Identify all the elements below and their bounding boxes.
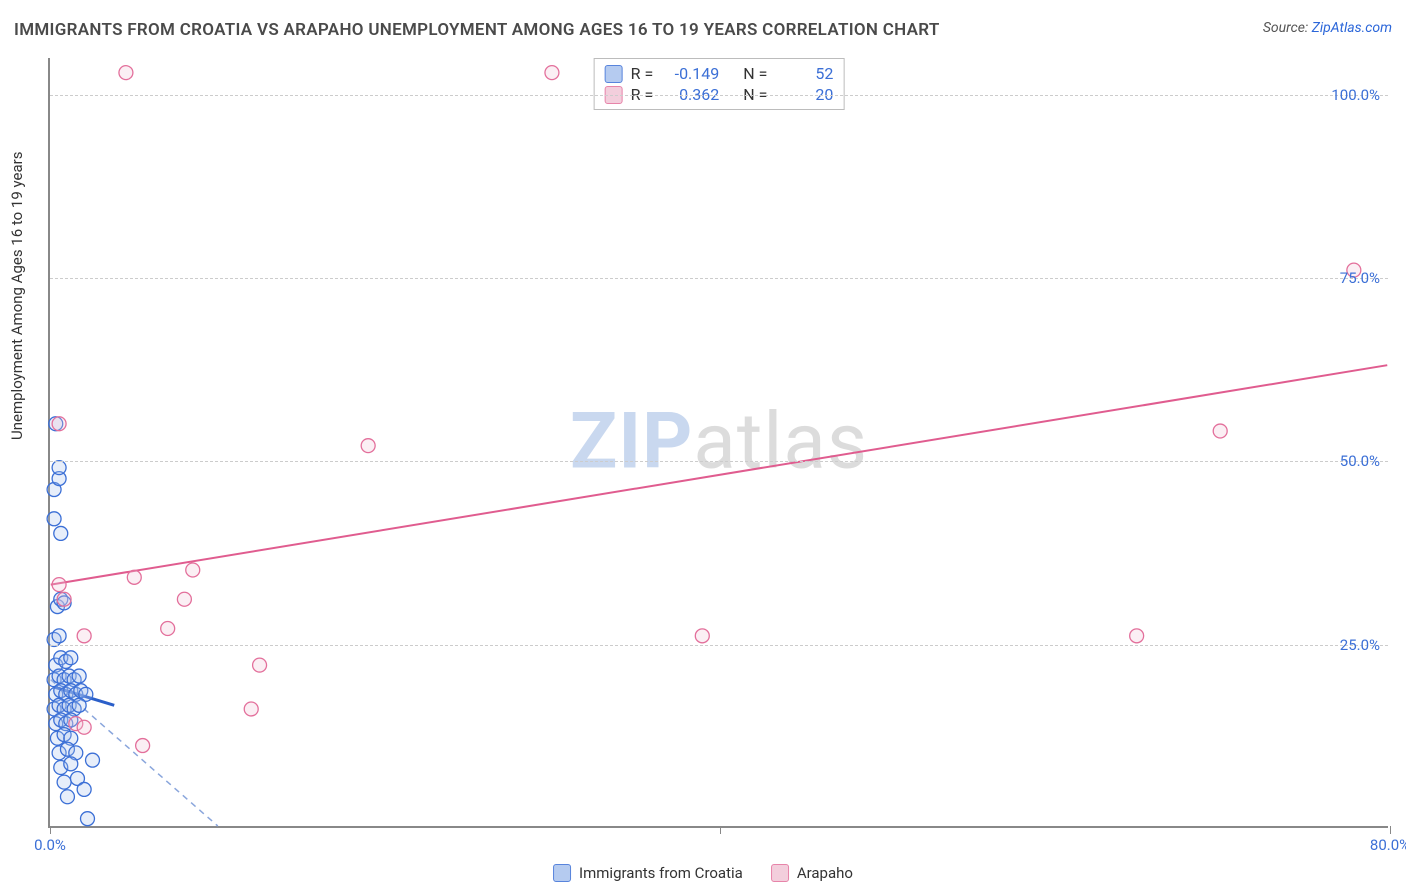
- x-tick: [50, 826, 51, 834]
- data-point: [52, 417, 66, 431]
- data-point: [77, 629, 91, 643]
- legend-label: Arapaho: [797, 864, 853, 882]
- data-point: [81, 812, 95, 826]
- n-label: N =: [743, 64, 767, 83]
- data-point: [695, 629, 709, 643]
- data-point: [57, 775, 71, 789]
- data-point: [64, 651, 78, 665]
- data-point: [77, 782, 91, 796]
- y-tick-label: 25.0%: [1340, 636, 1380, 654]
- chart-title: IMMIGRANTS FROM CROATIA VS ARAPAHO UNEMP…: [14, 20, 940, 40]
- data-point: [47, 512, 61, 526]
- data-point: [161, 622, 175, 636]
- source-link[interactable]: ZipAtlas.com: [1312, 20, 1392, 36]
- n-value: 52: [775, 64, 833, 83]
- data-point: [244, 702, 258, 716]
- data-point: [52, 461, 66, 475]
- data-point: [1213, 424, 1227, 438]
- data-point: [72, 698, 86, 712]
- legend-item: Immigrants from Croatia: [553, 864, 743, 882]
- legend-swatch: [771, 864, 789, 882]
- data-point: [119, 66, 133, 80]
- gridline: [50, 645, 1388, 646]
- data-point: [72, 669, 86, 683]
- y-tick-label: 50.0%: [1340, 452, 1380, 470]
- plot-area: ZIPatlas R =-0.149 N =52R =0.362 N =20 2…: [48, 58, 1388, 828]
- gridline: [50, 278, 1388, 279]
- data-point: [253, 658, 267, 672]
- data-point: [1130, 629, 1144, 643]
- legend-swatch: [553, 864, 571, 882]
- data-point: [54, 526, 68, 540]
- data-point: [52, 629, 66, 643]
- r-value: -0.149: [661, 64, 719, 83]
- gridline: [50, 95, 1388, 96]
- x-tick: [720, 826, 721, 834]
- legend-swatch: [605, 65, 623, 83]
- data-point: [64, 757, 78, 771]
- data-point: [177, 592, 191, 606]
- legend-bottom: Immigrants from Croatia Arapaho: [553, 864, 853, 882]
- trend-line: [51, 365, 1388, 584]
- x-tick-label: 80.0%: [1370, 836, 1406, 854]
- source-line: Source: ZipAtlas.com: [1263, 20, 1392, 36]
- y-tick-label: 75.0%: [1340, 269, 1380, 287]
- data-point: [361, 439, 375, 453]
- legend-label: Immigrants from Croatia: [579, 864, 743, 882]
- data-point: [545, 66, 559, 80]
- x-tick: [1390, 826, 1391, 834]
- source-prefix: Source:: [1263, 20, 1312, 36]
- legend-item: Arapaho: [771, 864, 853, 882]
- y-axis-label: Unemployment Among Ages 16 to 19 years: [8, 152, 26, 440]
- gridline: [50, 461, 1388, 462]
- data-point: [127, 570, 141, 584]
- x-tick-label: 0.0%: [34, 836, 66, 854]
- data-point: [186, 563, 200, 577]
- data-point: [136, 739, 150, 753]
- data-point: [57, 592, 71, 606]
- legend-stats: R =-0.149 N =52R =0.362 N =20: [594, 58, 845, 110]
- data-point: [52, 578, 66, 592]
- data-point: [86, 753, 100, 767]
- scatter-chart: [50, 58, 1388, 826]
- legend-stat-row: R = -0.149 N = 52: [605, 63, 834, 84]
- y-tick-label: 100.0%: [1331, 86, 1380, 104]
- data-point: [60, 790, 74, 804]
- r-label: R =: [631, 64, 654, 83]
- data-point: [77, 720, 91, 734]
